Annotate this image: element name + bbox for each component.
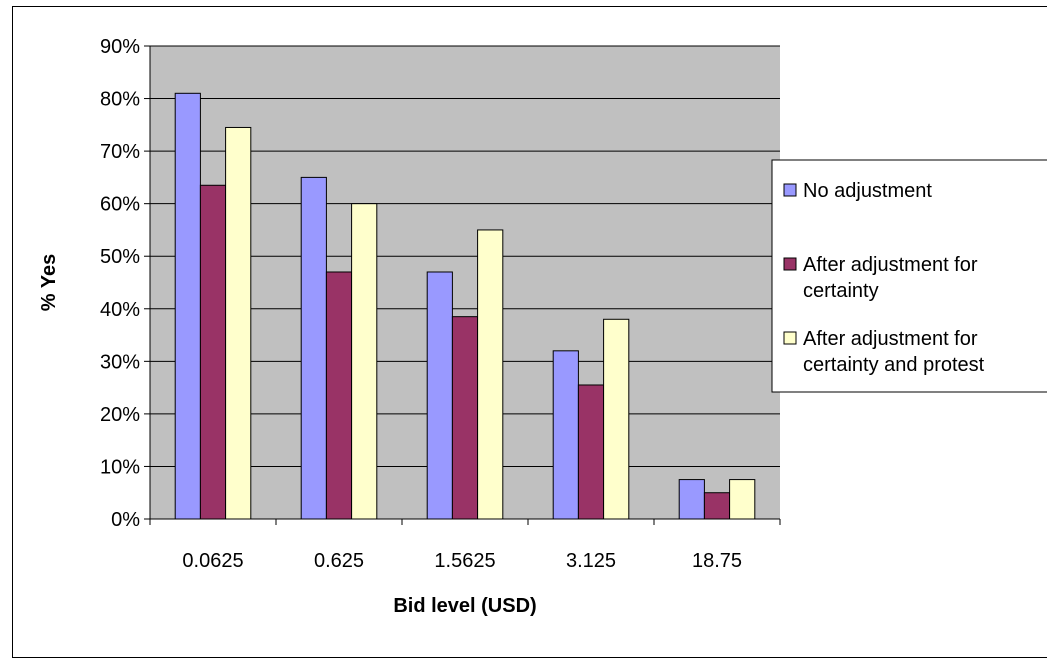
bar	[679, 480, 704, 519]
bar	[730, 480, 755, 519]
bar	[578, 385, 603, 519]
legend-swatch	[784, 332, 796, 344]
bar	[352, 204, 377, 519]
x-tick-label: 18.75	[692, 550, 742, 572]
legend-label: certainty and protest	[803, 354, 985, 376]
y-tick-label: 60%	[100, 194, 140, 216]
y-tick-label: 0%	[111, 509, 140, 531]
bar	[326, 272, 351, 519]
bar	[175, 93, 200, 519]
bar	[452, 317, 477, 519]
y-tick-label: 70%	[100, 141, 140, 163]
bar	[200, 185, 225, 519]
x-tick-label: 3.125	[566, 550, 616, 572]
legend-swatch	[784, 258, 796, 270]
legend: No adjustment After adjustment for certain…	[772, 160, 1047, 392]
bar	[704, 493, 729, 519]
legend-label: No adjustment	[803, 180, 932, 202]
y-tick-label: 10%	[100, 456, 140, 478]
y-tick-label: 80%	[100, 89, 140, 111]
bar	[427, 272, 452, 519]
y-axis-title: % Yes	[38, 254, 60, 311]
y-tick-labels: 0% 10% 20% 30% 40% 50% 60% 70% 80% 90%	[100, 36, 140, 531]
bar	[553, 351, 578, 519]
x-tick-label: 0.0625	[182, 550, 243, 572]
legend-label: After adjustment for	[803, 328, 978, 350]
bar	[478, 230, 503, 519]
y-tick-label: 40%	[100, 299, 140, 321]
x-tick-labels: 0.0625 0.625 1.5625 3.125 18.75	[182, 550, 742, 572]
x-tick-label: 0.625	[314, 550, 364, 572]
bar	[226, 127, 251, 519]
y-tick-label: 90%	[100, 36, 140, 58]
legend-label: After adjustment for	[803, 254, 978, 276]
y-tick-label: 50%	[100, 246, 140, 268]
y-tick-label: 30%	[100, 351, 140, 373]
legend-swatch	[784, 184, 796, 196]
y-tick-label: 20%	[100, 404, 140, 426]
x-tick-label: 1.5625	[434, 550, 495, 572]
bar	[604, 319, 629, 519]
x-axis-title: Bid level (USD)	[393, 595, 536, 617]
bar	[301, 177, 326, 519]
legend-label: certainty	[803, 280, 879, 302]
